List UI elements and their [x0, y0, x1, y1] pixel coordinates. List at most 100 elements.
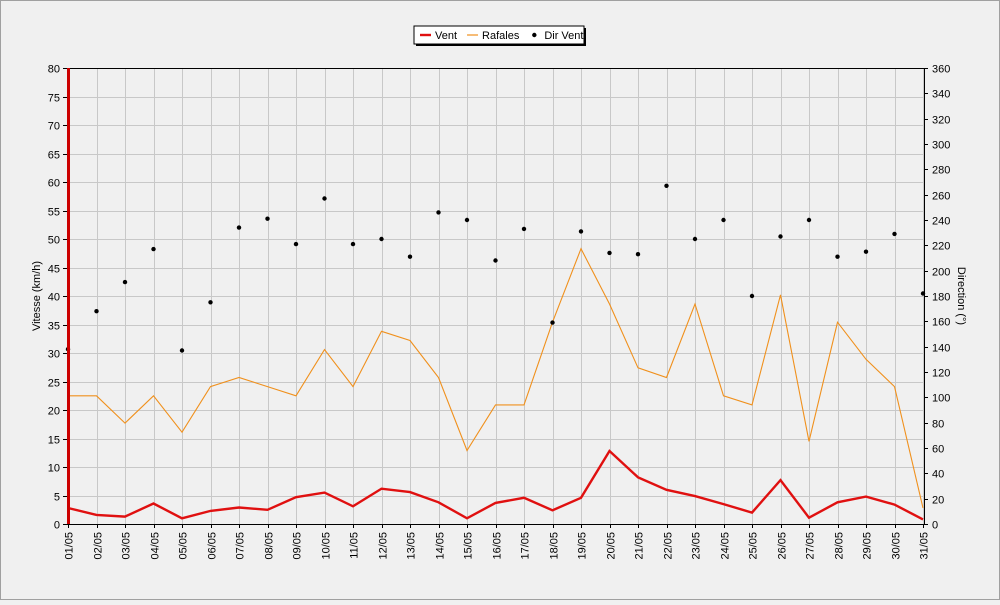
y-right-tick-label: 20: [932, 495, 944, 507]
x-tick-label: 08/05: [264, 532, 276, 560]
y-left-tick-label: 50: [48, 235, 60, 247]
x-tick-label: 23/05: [691, 532, 703, 560]
legend-box: [413, 25, 585, 45]
x-tick-label: 20/05: [606, 532, 618, 560]
legend-swatch-dir-vent: [532, 32, 537, 38]
y-left-axis-title: Vitesse (km/h): [31, 261, 43, 331]
y-left-tick-label: 15: [48, 435, 60, 447]
y-right-tick-label: 140: [932, 343, 950, 355]
series-point-dir-vent: [721, 217, 726, 223]
y-left-tick-label: 75: [48, 93, 60, 105]
y-left-tick-label: 5: [54, 492, 60, 504]
y-left-tick-label: 30: [48, 349, 60, 361]
series-point-dir-vent: [464, 217, 470, 223]
y-right-tick-label: 320: [932, 115, 950, 127]
y-right-tick-label: 160: [932, 317, 950, 329]
y-right-tick-label: 260: [932, 191, 950, 203]
y-left-tick-label: 10: [48, 463, 60, 475]
legend-label-rafales: Rafales: [482, 30, 520, 42]
series-point-dir-vent: [578, 229, 584, 234]
series-point-dir-vent: [208, 300, 213, 305]
x-tick-label: 10/05: [321, 532, 333, 560]
series-point-dir-vent: [664, 183, 669, 188]
y-right-tick-label: 180: [932, 292, 950, 304]
x-tick-label: 27/05: [805, 532, 817, 560]
x-tick-label: 01/05: [64, 532, 76, 560]
series-line-rafales: [68, 247, 924, 509]
y-right-tick-label: 340: [932, 89, 950, 101]
series-point-dir-vent: [635, 252, 641, 257]
series-point-dir-vent: [892, 231, 897, 237]
legend-label-dir-vent: Dir Vent: [544, 30, 583, 42]
x-tick-label: 31/05: [919, 532, 931, 560]
series-point-dir-vent: [265, 216, 270, 221]
x-tick-label: 13/05: [406, 532, 418, 560]
series-point-dir-vent: [407, 254, 413, 259]
x-tick-label: 22/05: [663, 532, 675, 560]
x-tick-label: 03/05: [121, 532, 133, 560]
series-point-dir-vent: [179, 348, 185, 353]
x-tick-label: 19/05: [577, 532, 589, 560]
series-point-dir-vent: [521, 226, 527, 232]
y-right-tick-label: 0: [932, 520, 938, 532]
series-point-dir-vent: [806, 217, 812, 223]
y-left-tick-label: 25: [48, 378, 60, 390]
series-point-dir-vent: [122, 279, 128, 285]
x-tick-label: 09/05: [292, 532, 304, 560]
x-tick-label: 24/05: [720, 532, 732, 560]
x-tick-label: 21/05: [634, 532, 646, 560]
y-left-tick-label: 55: [48, 207, 60, 219]
x-tick-label: 04/05: [150, 532, 162, 560]
x-tick-label: 14/05: [435, 532, 447, 560]
series-point-dir-vent: [835, 254, 840, 259]
x-tick-label: 18/05: [549, 532, 561, 560]
y-right-tick-label: 80: [932, 419, 944, 431]
y-right-axis-title: Direction (°): [955, 267, 967, 325]
series-point-dir-vent: [493, 258, 498, 263]
series-point-dir-vent: [379, 236, 384, 242]
y-right-tick-label: 280: [932, 165, 950, 177]
series-point-dir-vent: [550, 320, 555, 325]
series-point-dir-vent: [863, 249, 869, 254]
series-point-dir-vent: [692, 236, 698, 242]
y-right-tick-label: 40: [932, 469, 944, 481]
y-right-tick-label: 200: [932, 267, 950, 279]
x-tick-label: 15/05: [463, 532, 475, 560]
y-right-tick-label: 360: [932, 64, 950, 76]
series-point-dir-vent: [151, 246, 156, 252]
series-line-vent: [67, 449, 924, 521]
y-left-tick-label: 45: [48, 264, 60, 276]
y-right-tick-label: 100: [932, 393, 950, 405]
y-left-tick-label: 65: [48, 150, 60, 162]
y-left-tick-label: 80: [48, 64, 60, 76]
x-tick-label: 05/05: [178, 532, 190, 560]
y-left-tick-label: 40: [48, 292, 60, 304]
x-tick-label: 29/05: [862, 532, 874, 560]
y-right-tick-label: 120: [932, 368, 950, 380]
x-tick-label: 30/05: [891, 532, 903, 560]
series-point-dir-vent: [236, 225, 242, 230]
series-point-dir-vent: [778, 234, 783, 239]
y-left-tick-label: 60: [48, 178, 60, 190]
x-tick-label: 26/05: [777, 532, 789, 560]
x-tick-label: 17/05: [520, 532, 532, 560]
series-point-dir-vent: [350, 241, 356, 247]
y-right-tick-label: 300: [932, 140, 950, 152]
x-tick-label: 11/05: [349, 532, 361, 559]
series-point-dir-vent: [293, 241, 299, 247]
y-left-tick-label: 0: [54, 520, 60, 532]
y-right-tick-label: 240: [932, 216, 950, 228]
series-point-dir-vent: [607, 250, 612, 256]
y-right-tick-label: 220: [932, 241, 950, 253]
series-point-dir-vent: [749, 293, 755, 299]
x-tick-label: 06/05: [207, 532, 219, 560]
x-tick-label: 25/05: [748, 532, 760, 560]
series-point-dir-vent: [322, 196, 327, 201]
y-left-tick-label: 35: [48, 321, 60, 333]
y-left-tick-label: 70: [48, 121, 60, 133]
x-tick-label: 07/05: [235, 532, 247, 560]
y-right-tick-label: 60: [932, 444, 944, 456]
x-tick-label: 12/05: [378, 532, 390, 560]
